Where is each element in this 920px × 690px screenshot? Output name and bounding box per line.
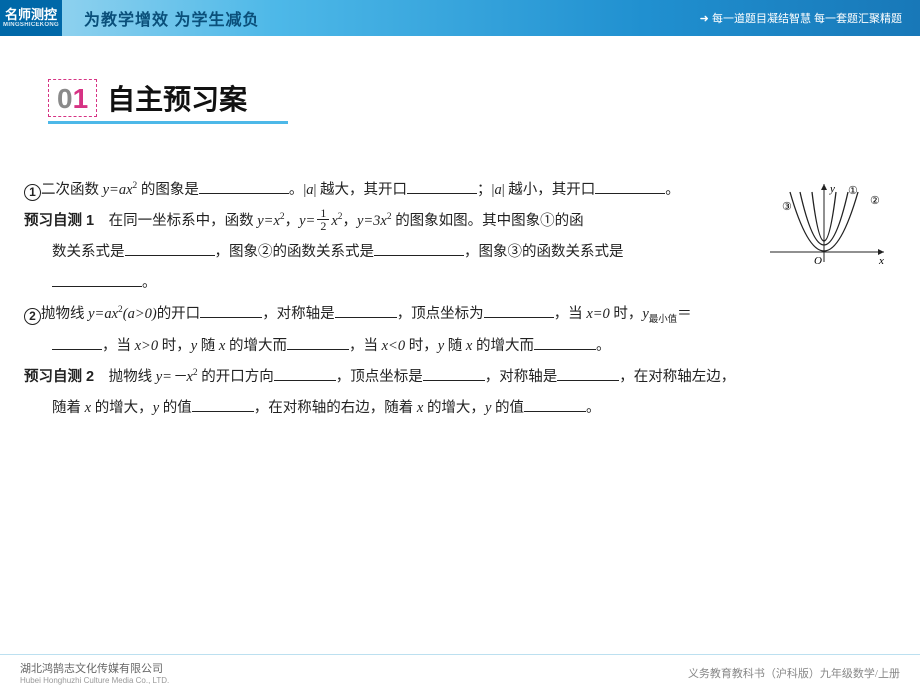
blank — [534, 334, 596, 350]
section-num-prefix: 0 — [57, 83, 73, 115]
item-2-line2: ，当 x>0 时，y 随 x 的增大而，当 x<0 时，y 随 x 的增大而。 — [24, 332, 896, 361]
svg-text:O: O — [814, 255, 822, 267]
blank — [274, 365, 336, 381]
company-en: Hubei Honghuzhi Culture Media Co., LTD. — [20, 676, 169, 685]
svg-text:y: y — [829, 183, 835, 195]
blank — [407, 178, 477, 194]
footer-book-info: 义务教育教科书（沪科版）九年级数学/上册 — [688, 665, 900, 681]
page-footer: 湖北鸿鹄志文化传媒有限公司 Hubei Honghuzhi Culture Me… — [0, 654, 920, 690]
yuxi-2-line2: 随着 x 的增大，y 的值，在对称轴的右边，随着 x 的增大，y 的值。 — [24, 394, 896, 423]
logo-subtext: MINGSHICEKONG — [3, 22, 59, 29]
section-title: 自主预习案 — [107, 78, 247, 118]
yuxi2-label: 预习自测 2 — [24, 369, 94, 385]
blank — [199, 178, 289, 194]
brand-logo: 名师测控 MINGSHICEKONG — [0, 0, 62, 36]
logo-text-1: 名师 — [5, 7, 31, 22]
svg-text:②: ② — [870, 195, 880, 207]
blank — [374, 240, 464, 256]
blank — [52, 271, 142, 287]
blank — [287, 334, 349, 350]
blank — [524, 396, 586, 412]
blank — [484, 302, 554, 318]
blank — [125, 240, 215, 256]
yuxi-2-line1: 预习自测 2 抛物线 y=－x2 的开口方向，顶点坐标是，对称轴是，在对称轴左边… — [24, 363, 896, 392]
blank — [200, 302, 262, 318]
svg-text:①: ① — [848, 185, 858, 197]
header-slogan: 为教学增效 为学生减负 — [84, 6, 259, 30]
section-num-main: 1 — [73, 83, 89, 115]
blank — [192, 396, 254, 412]
yuxi-1-line3: 。 — [24, 269, 896, 298]
section-title-block: 01 自主预习案 — [48, 78, 920, 118]
blank — [52, 334, 102, 350]
section-number-box: 01 — [48, 79, 97, 117]
footer-company: 湖北鸿鹄志文化传媒有限公司 Hubei Honghuzhi Culture Me… — [20, 660, 169, 685]
header-tagline: ➜ 每一道题目凝结智慧 每一套题汇聚精题 — [700, 10, 902, 26]
title-underline — [48, 121, 288, 124]
blank — [557, 365, 619, 381]
bullet-2: 2 — [24, 308, 41, 325]
item-2-line1: 2抛物线 y=ax2(a>0)的开口，对称轴是，顶点坐标为，当 x=0 时，y最… — [24, 300, 896, 330]
content-body: ① ② ③ x y O 1二次函数 y=ax2 的图象是。|a| 越大，其开口；… — [24, 176, 896, 423]
blank — [335, 302, 397, 318]
yuxi1-label: 预习自测 1 — [24, 213, 94, 229]
svg-text:x: x — [878, 255, 884, 267]
parabola-graph: ① ② ③ x y O — [766, 180, 888, 268]
page-header: 名师测控 MINGSHICEKONG 为教学增效 为学生减负 ➜ 每一道题目凝结… — [0, 0, 920, 36]
bullet-1: 1 — [24, 184, 41, 201]
logo-text-2: 测控 — [31, 7, 57, 22]
blank — [423, 365, 485, 381]
company-cn: 湖北鸿鹄志文化传媒有限公司 — [20, 660, 169, 676]
blank — [595, 178, 665, 194]
svg-text:③: ③ — [782, 201, 792, 213]
